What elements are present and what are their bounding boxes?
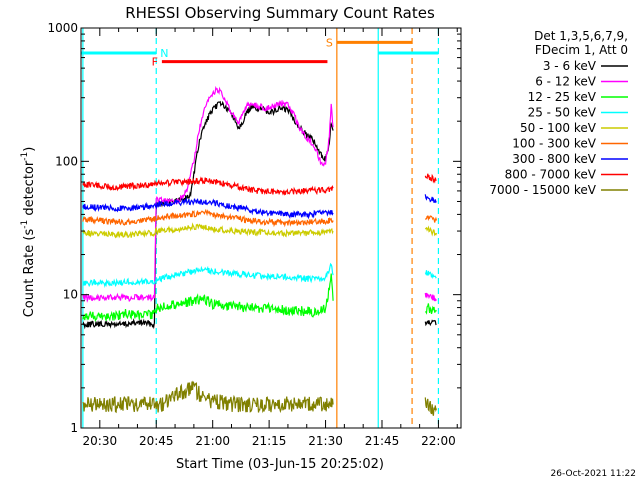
x-tick-label: 20:45 [139, 434, 174, 448]
x-tick-label: 21:30 [308, 434, 343, 448]
x-tick-label: 22:00 [421, 434, 456, 448]
series-line [82, 262, 334, 289]
legend-label: 6 - 12 keV [535, 75, 597, 89]
series-line [82, 196, 334, 220]
series-line [424, 225, 438, 237]
series-line [424, 270, 437, 280]
annotation-label: S [326, 36, 333, 49]
y-axis-label-exponent: -1 [20, 152, 30, 161]
legend-label: 25 - 50 keV [528, 106, 597, 120]
y-tick-label: 1 [70, 421, 78, 435]
series-line [82, 222, 334, 239]
legend-header-line: Det 1,3,5,6,7,9, [534, 29, 628, 43]
annotation-label: N [160, 47, 168, 60]
y-axis-label-part: Count Rate (s [22, 229, 37, 318]
y-axis-label: Count Rate (s-1 detector-1) [20, 147, 37, 318]
series-line [82, 85, 334, 303]
series-line [424, 292, 437, 302]
series-line [82, 176, 334, 196]
series-line [424, 303, 437, 315]
legend-label: 50 - 100 keV [520, 121, 597, 135]
series-line [424, 215, 438, 223]
legend-label: 300 - 800 keV [512, 152, 596, 166]
series-line [82, 380, 334, 414]
series-line [424, 319, 437, 327]
x-tick-label: 21:00 [195, 434, 230, 448]
legend: Det 1,3,5,6,7,9, FDecim 1, Att 0 3 - 6 k… [489, 29, 628, 197]
x-axis-label: Start Time (03-Jun-15 20:25:02) [176, 457, 384, 472]
y-axis-label-part: detector [22, 160, 37, 220]
plot-frame [80, 27, 462, 429]
series-line [82, 273, 334, 322]
x-tick-label: 21:45 [365, 434, 400, 448]
series-layer [82, 85, 438, 416]
legend-label: 800 - 7000 keV [505, 168, 597, 182]
legend-label: 7000 - 15000 keV [489, 183, 596, 197]
legend-label: 100 - 300 keV [512, 137, 596, 151]
series-line [82, 208, 334, 228]
legend-label: 12 - 25 keV [528, 90, 597, 104]
x-tick-label: 21:15 [252, 434, 287, 448]
annotation-label: F [152, 56, 158, 69]
legend-header-line: FDecim 1, Att 0 [535, 43, 628, 57]
axis-layer: NF S 1 10 100 1000 20:30 20:45 21:00 21:15 21:30 21… [47, 21, 461, 448]
y-tick-label: 100 [55, 154, 78, 168]
series-line [82, 100, 334, 330]
y-axis-label-exponent: -1 [20, 220, 30, 229]
x-tick-label: 20:30 [83, 434, 118, 448]
y-tick-label: 1000 [47, 21, 78, 35]
y-axis-label-part: ) [22, 147, 37, 152]
footer-date: 26-Oct-2021 11:22 [551, 469, 636, 479]
y-tick-label: 10 [63, 288, 78, 302]
series-line [424, 397, 438, 416]
legend-label: 3 - 6 keV [543, 59, 597, 73]
chart-title: RHESSI Observing Summary Count Rates [125, 4, 435, 22]
plot-border [80, 27, 462, 429]
series-line [424, 173, 437, 184]
series-line [424, 194, 437, 204]
